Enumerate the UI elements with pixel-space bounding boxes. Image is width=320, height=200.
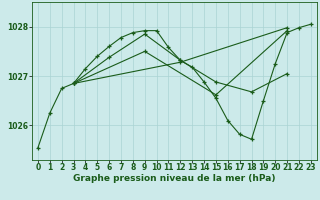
X-axis label: Graphe pression niveau de la mer (hPa): Graphe pression niveau de la mer (hPa) xyxy=(73,174,276,183)
